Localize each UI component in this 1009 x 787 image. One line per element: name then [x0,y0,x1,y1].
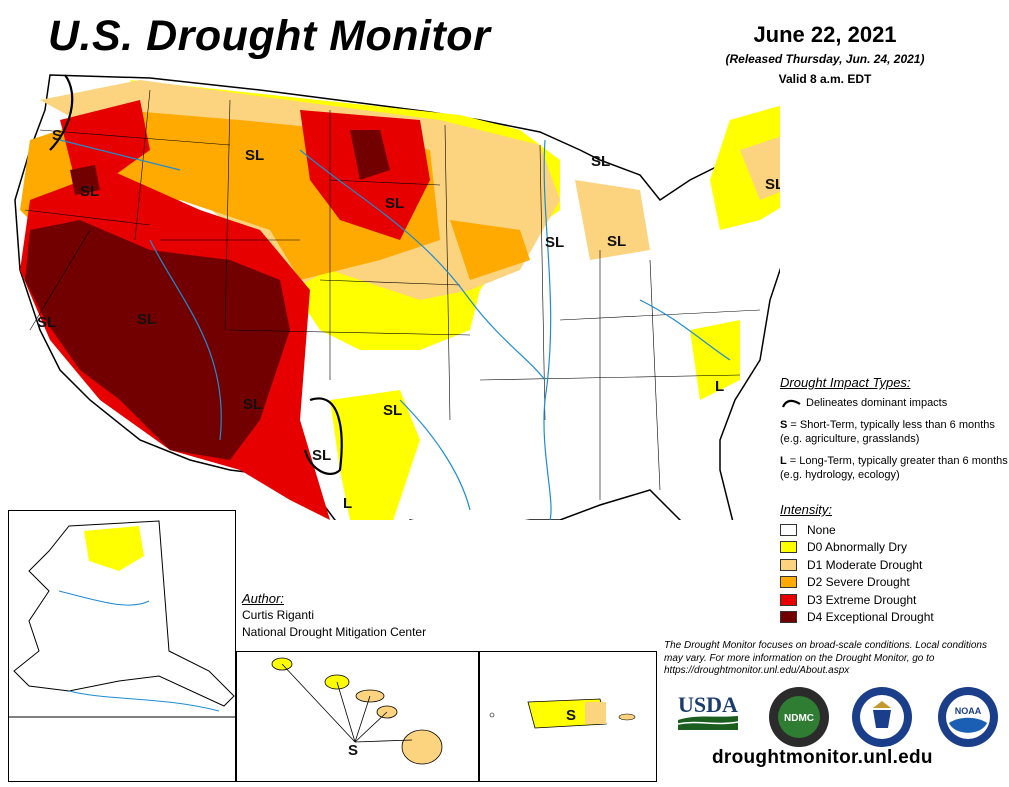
legend-swatch-d4 [780,611,797,624]
noaa-logo: NOAA [937,686,999,753]
commerce-seal-icon [852,687,912,747]
map-label: L [343,495,352,512]
usda-wordmark: USDA [678,692,738,717]
rivers [59,139,731,520]
legend-label: None [807,522,836,537]
noaa-wordmark: NOAA [955,706,982,716]
map-label: SL [245,147,264,164]
impact-delineation-lines [49,74,343,475]
alaska-map [9,520,235,718]
legend-label: D0 Abnormally Dry [807,540,908,555]
legend-swatch-d2 [780,576,797,589]
legend-swatch-none [780,523,797,536]
long-term-text: = Long-Term, typically greater than 6 mo… [780,455,1008,481]
d1-region-mi [575,180,650,260]
doc-seal [851,686,913,753]
legend-label: D2 Severe Drought [807,575,910,590]
legend-label: D4 Exceptional Drought [807,610,934,625]
alaska-inset [8,510,236,782]
map-label: S [52,127,62,144]
map-label: SL [385,195,404,212]
legend-swatch-d3 [780,593,797,606]
legend-item: D1 Moderate Drought [780,556,1009,574]
delineation-line-icon [781,399,801,408]
legend-item: D0 Abnormally Dry [780,539,1009,557]
d4-region [25,220,290,460]
map-date: June 22, 2021 [753,22,897,47]
noaa-logo-icon: NOAA [938,687,998,747]
d1-region-ne [740,136,780,200]
legend-label: D1 Moderate Drought [807,557,923,572]
long-term-desc: L = Long-Term, typically greater than 6 … [780,454,1009,482]
date-block: June 22, 2021 (Released Thursday, Jun. 2… [680,22,970,86]
puerto-rico-map: S [489,698,636,729]
map-label: SL [383,402,402,419]
usda-logo-icon: USDA [677,692,739,730]
short-term-text: = Short-Term, typically less than 6 mont… [780,419,995,445]
puerto-rico-inset: S [479,651,657,782]
d4-region-or [70,165,100,195]
short-term-desc: S = Short-Term, typically less than 6 mo… [780,418,1009,446]
hawaii-inset: S [236,651,479,782]
map-label: SL [243,396,262,413]
intensity-heading: Intensity: [780,502,833,517]
site-url[interactable]: droughtmonitor.unl.edu [712,747,933,768]
ndmc-logo-icon: NDMC [769,687,829,747]
d0-region-tx [330,390,420,520]
legend-item: None [780,521,1009,539]
legend-item: D3 Extreme Drought [780,591,1009,609]
ndmc-logo: NDMC [768,686,830,753]
release-date: (Released Thursday, Jun. 24, 2021) [725,52,925,66]
d4-region-nd [350,130,390,180]
impact-line-desc: Delineates dominant impacts [806,397,948,409]
conus-drought-map: S SL SL SL SL SL SL SL SL SL SL SL SL L … [14,74,780,520]
impact-labels: S SL SL SL SL SL SL SL SL SL SL SL SL L … [37,127,780,512]
author-block: Author: Curtis Riganti National Drought … [242,590,426,641]
valid-time: Valid 8 a.m. EDT [778,72,872,86]
map-label: SL [137,311,156,328]
short-term-key: S [780,419,788,431]
long-term-key: L [780,455,787,467]
legend-swatch-d1 [780,558,797,571]
intensity-legend: Intensity: None D0 Abnormally Dry D1 Mod… [780,502,1009,626]
d2-region-mw [450,220,530,280]
map-label: SL [545,234,564,251]
legend-item: D4 Exceptional Drought [780,609,1009,627]
hawaii-map: S [271,657,443,765]
impact-legend: Drought Impact Types: Delineates dominan… [780,376,1009,482]
ndmc-wordmark: NDMC [784,713,814,724]
map-label: SL [765,176,780,193]
impact-line-row: Delineates dominant impacts [780,396,1009,410]
legend-label: D3 Extreme Drought [807,592,917,607]
map-label: L [715,378,724,395]
state-boundaries [24,89,761,500]
disclaimer-note: The Drought Monitor focuses on broad-sca… [664,640,987,676]
author-org: National Drought Mitigation Center [242,625,427,639]
map-label: S [348,742,358,759]
map-label: SL [37,314,56,331]
map-label: SL [312,447,331,464]
map-label: SL [607,233,626,250]
map-title: U.S. Drought Monitor [48,12,491,60]
map-label: SL [80,183,99,200]
map-label: S [566,707,576,724]
legend-item: D2 Severe Drought [780,574,1009,592]
map-label: SL [591,153,610,170]
impact-heading: Drought Impact Types: [780,375,911,390]
author-heading: Author: [242,591,284,606]
author-name: Curtis Riganti [242,608,315,622]
legend-swatch-d0 [780,541,797,554]
usda-logo: USDA [676,690,740,743]
